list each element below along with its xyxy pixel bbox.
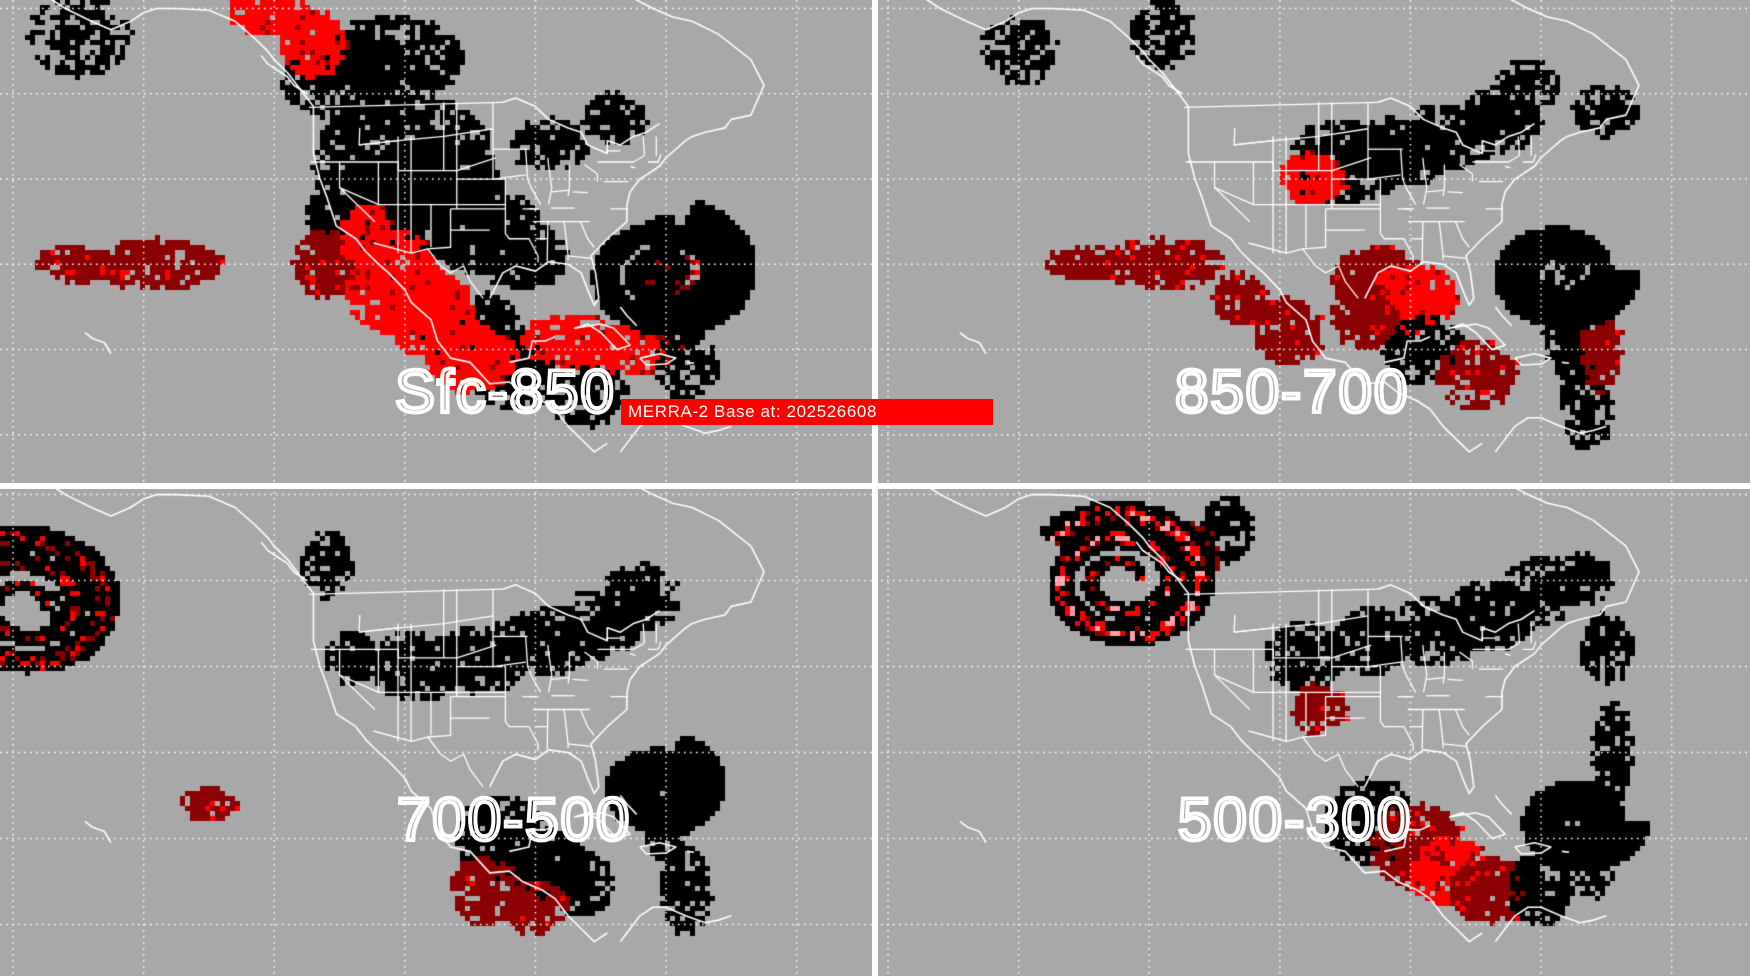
map-canvas-850-700 [875, 0, 1750, 486]
map-canvas-500-300 [875, 486, 1750, 976]
map-canvas-700-500 [0, 486, 875, 976]
panel-divider-horizontal [0, 483, 1750, 489]
status-banner: MERRA-2 Base at: 202526608 [621, 399, 993, 425]
panel-500-300[interactable] [875, 486, 1750, 976]
status-banner-text: MERRA-2 Base at: 202526608 [628, 402, 878, 421]
panel-sfc-850[interactable] [0, 0, 875, 486]
panel-850-700[interactable] [875, 0, 1750, 486]
panel-700-500[interactable] [0, 486, 875, 976]
